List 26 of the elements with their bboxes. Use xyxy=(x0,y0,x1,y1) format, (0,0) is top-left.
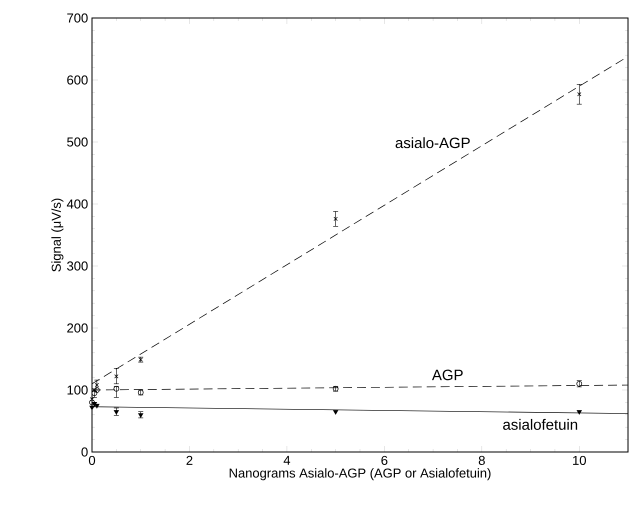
y-axis-title: Signal (μV/s) xyxy=(51,198,64,272)
y-tick-label: 100 xyxy=(68,385,88,395)
x-tick-label: 8 xyxy=(478,456,485,465)
y-tick-label: 600 xyxy=(67,75,88,85)
x-tick-label: 6 xyxy=(381,456,388,465)
x-tick-label: 10 xyxy=(573,456,586,465)
point xyxy=(333,410,338,415)
x-axis-title: Nanograms Asialo-AGP (AGP or Asialofetuin) xyxy=(230,468,491,480)
point xyxy=(94,382,99,388)
y-tick-label: 0 xyxy=(81,447,88,457)
point xyxy=(576,410,582,415)
point xyxy=(89,400,95,406)
point xyxy=(89,406,95,410)
series-label: AGP xyxy=(432,370,463,380)
x-tick-label: 2 xyxy=(186,456,192,465)
series-label: asialofetuin xyxy=(503,418,578,430)
x-tick-label: 0 xyxy=(88,456,96,465)
y-tick-label: 500 xyxy=(67,137,88,147)
series-label: asialo-AGP xyxy=(396,137,470,148)
y-tick-label: 700 xyxy=(67,13,88,23)
point xyxy=(114,410,119,415)
y-tick-label: 400 xyxy=(66,199,88,209)
x-tick-label: 4 xyxy=(284,456,290,465)
point xyxy=(90,397,94,402)
y-tick-label: 200 xyxy=(67,323,88,333)
y-tick-label: 300 xyxy=(67,261,88,271)
